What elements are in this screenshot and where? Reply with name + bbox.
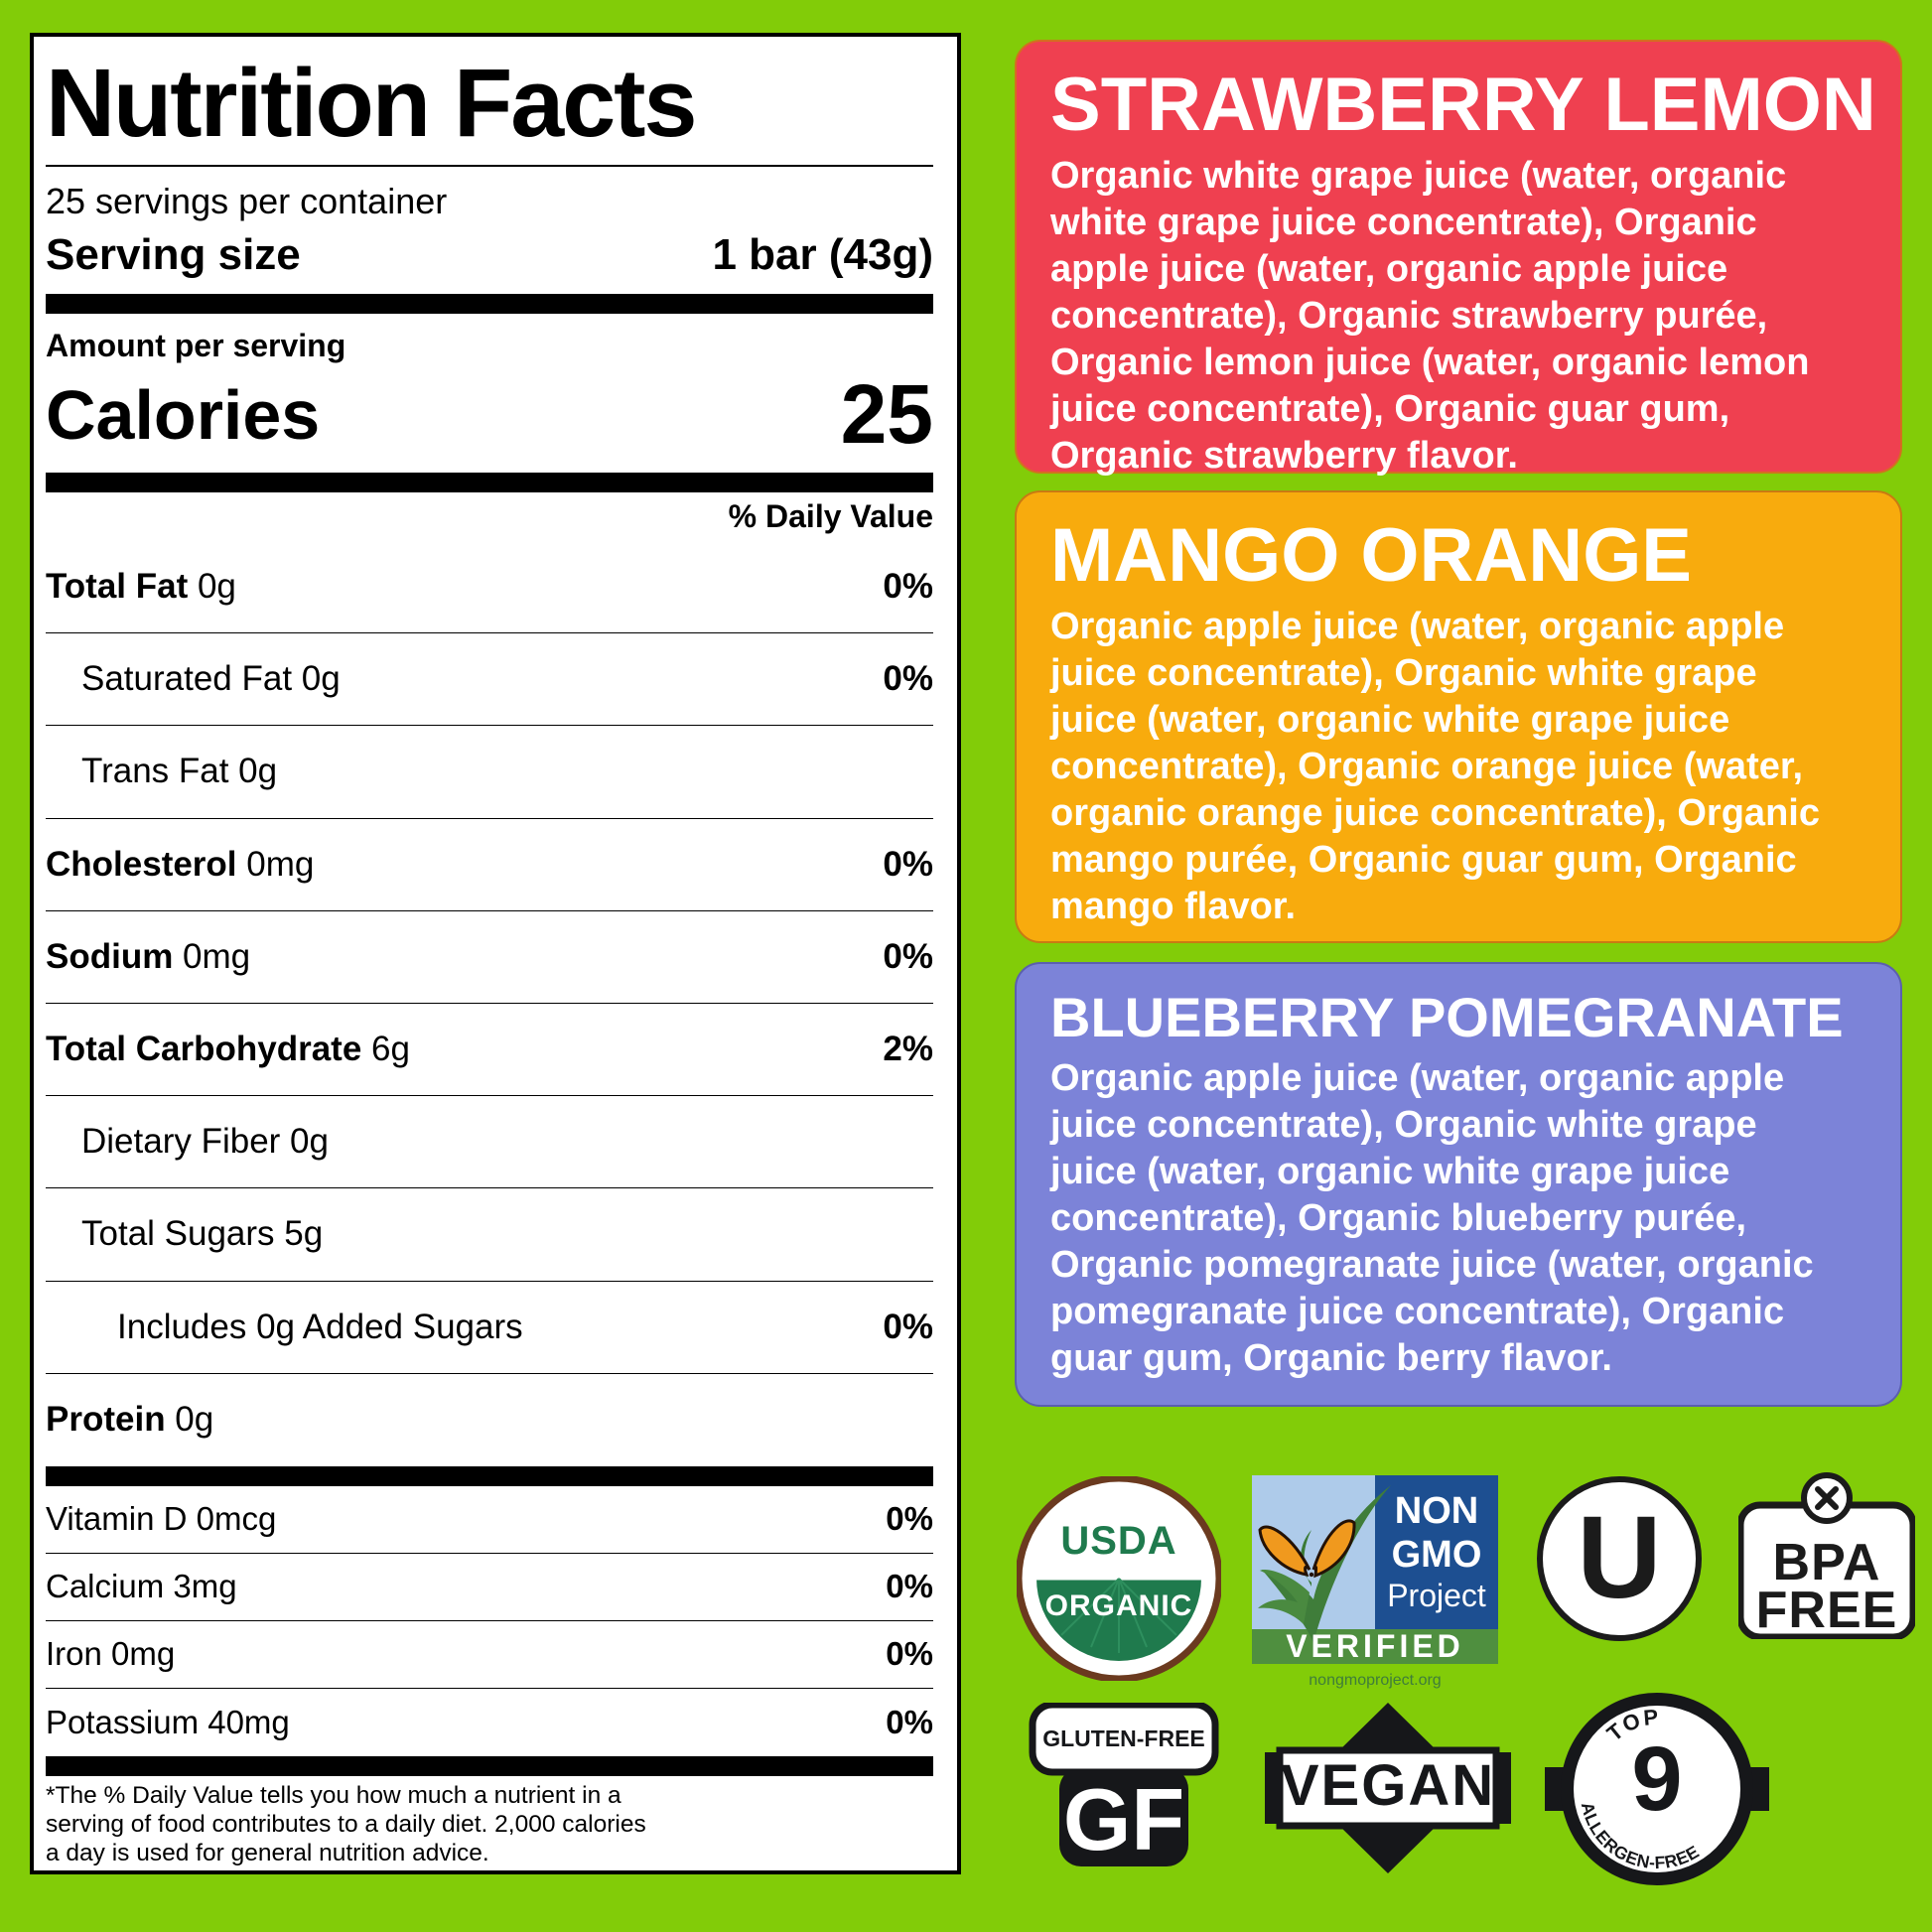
svg-text:VERIFIED: VERIFIED	[1286, 1628, 1464, 1664]
svg-text:U: U	[1577, 1492, 1661, 1623]
svg-text:USDA: USDA	[1060, 1519, 1176, 1563]
svg-text:VEGAN: VEGAN	[1281, 1753, 1495, 1818]
svg-text:FREE: FREE	[1756, 1582, 1898, 1639]
svg-text:GF: GF	[1063, 1770, 1184, 1868]
svg-text:GMO: GMO	[1392, 1534, 1482, 1576]
svg-text:NON: NON	[1395, 1490, 1478, 1532]
svg-text:Project: Project	[1387, 1578, 1486, 1613]
svg-text:ORGANIC: ORGANIC	[1045, 1589, 1193, 1622]
svg-text:9: 9	[1631, 1728, 1682, 1830]
svg-text:GLUTEN-FREE: GLUTEN-FREE	[1042, 1725, 1205, 1751]
